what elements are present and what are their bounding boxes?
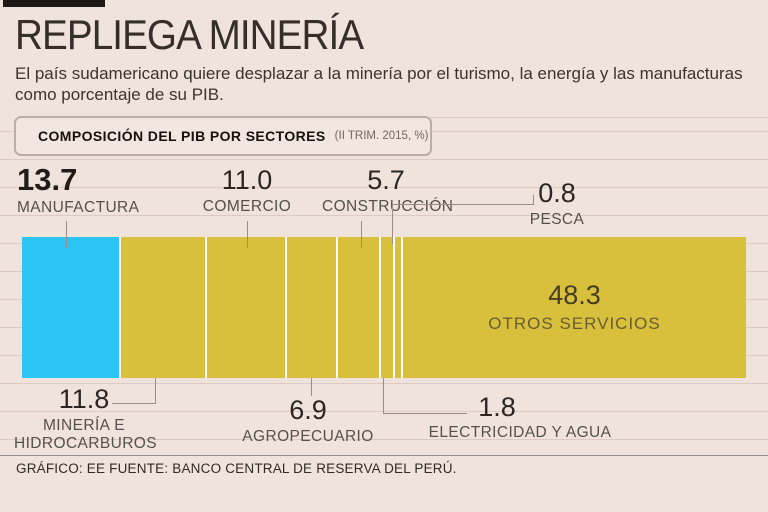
category-otros-servicios: OTROS SERVICIOS (488, 313, 661, 333)
leader-manufactura (66, 221, 67, 248)
category-mineria-line2: HIDROCARBUROS (14, 435, 157, 452)
label-group-agropecuario: 6.9 AGROPECUARIO (238, 397, 378, 446)
bar-segment-mineria-e-hidrocarburos (121, 237, 206, 378)
bar-segment-agropecuario (287, 237, 337, 378)
category-manufactura: MANUFACTURA (17, 199, 140, 216)
label-group-mineria: 11.8 MINERÍA E HIDROCARBUROS (14, 384, 157, 453)
leader-pesca-stub (533, 195, 534, 205)
bar-segment-pesca (395, 237, 402, 378)
chart-period-note: (II TRIM. 2015, %) (334, 130, 429, 142)
value-mineria: 11.8 (58, 384, 110, 414)
value-agropecuario: 6.9 (289, 395, 327, 425)
page-title: REPLIEGA MINERÍA (15, 11, 364, 58)
label-group-construccion: 5.7 CONSTRUCCIÓN (322, 165, 454, 216)
bar-segment-manufactura (22, 237, 120, 378)
page-subtitle: El país sudamericano quiere desplazar a … (15, 63, 755, 105)
page-subtitle-line1: El país sudamericano quiere desplazar a … (15, 64, 743, 83)
page-subtitle-line2: como porcentaje de su PIB. (15, 85, 224, 104)
value-comercio: 11.0 (221, 165, 273, 195)
chart-header-box: COMPOSICIÓN DEL PIB POR SECTORES (II TRI… (14, 116, 432, 156)
bar-segment-otros-servicios: 48.3 OTROS SERVICIOS (403, 237, 746, 378)
top-accent-bar (3, 0, 105, 7)
category-pesca: PESCA (529, 211, 585, 228)
bar-segment-electricidad-y-agua (380, 237, 394, 378)
footer-credit: GRÁFICO: EE FUENTE: BANCO CENTRAL DE RES… (16, 461, 457, 476)
category-comercio: COMERCIO (202, 198, 292, 215)
category-mineria-line1: MINERÍA E (43, 417, 125, 434)
bar-segment-construccion (338, 237, 379, 378)
label-group-comercio: 11.0 COMERCIO (187, 167, 307, 216)
chart-title: COMPOSICIÓN DEL PIB POR SECTORES (38, 128, 326, 144)
value-otros-servicios: 48.3 (548, 279, 601, 310)
leader-mineria-horizontal (112, 403, 156, 404)
label-group-pesca: 0.8 PESCA (507, 180, 607, 229)
value-electricidad-wrap: 1.8 (447, 394, 547, 421)
leader-electricidad-horizontal (383, 413, 467, 414)
footer-divider (0, 455, 768, 456)
label-group-manufactura: 13.7 MANUFACTURA (17, 164, 139, 217)
leader-pesca-vertical (392, 204, 393, 244)
stacked-bar: 48.3 OTROS SERVICIOS (22, 237, 746, 378)
value-electricidad: 1.8 (478, 392, 516, 422)
leader-comercio (247, 221, 248, 248)
leader-pesca-horizontal (392, 204, 534, 205)
leader-agropecuario (311, 378, 312, 396)
bar-segment-comercio (207, 237, 286, 378)
value-construccion: 5.7 (367, 165, 405, 195)
category-electricidad-wrap: ELECTRICIDAD Y AGUA (420, 424, 620, 442)
leader-electricidad-vertical (383, 378, 384, 414)
leader-mineria-vertical (155, 378, 156, 404)
category-electricidad: ELECTRICIDAD Y AGUA (428, 424, 612, 441)
value-pesca: 0.8 (538, 178, 576, 208)
leader-construccion (361, 221, 362, 248)
background-gridline-header (430, 117, 768, 118)
value-manufactura: 13.7 (17, 162, 78, 197)
category-agropecuario: AGROPECUARIO (242, 428, 374, 445)
category-construccion: CONSTRUCCIÓN (322, 198, 454, 215)
